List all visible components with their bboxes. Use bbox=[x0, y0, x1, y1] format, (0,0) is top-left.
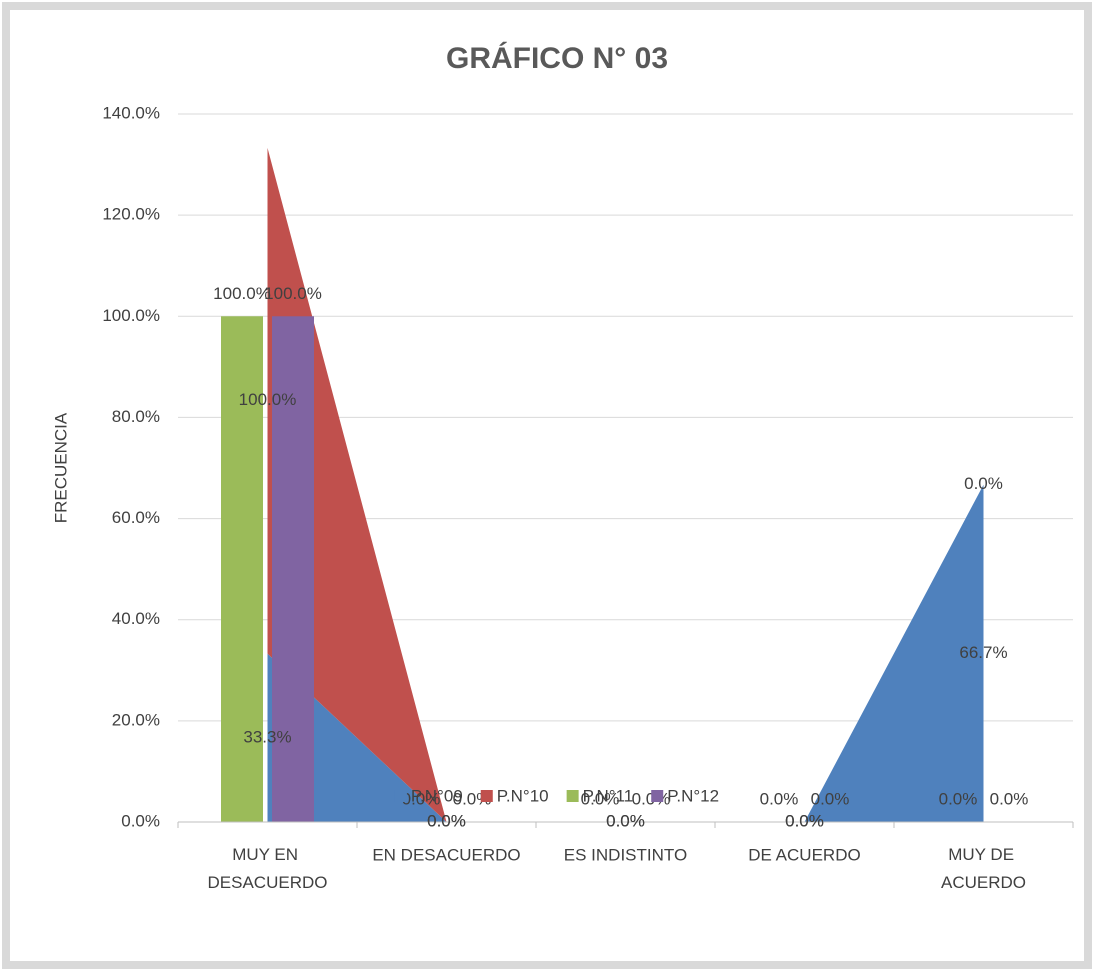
data-label: 0.0% bbox=[811, 789, 850, 808]
data-label: 100.0% bbox=[264, 284, 322, 303]
data-label: 0.0% bbox=[632, 789, 671, 808]
y-tick-label: 20.0% bbox=[112, 710, 160, 729]
data-label: 0.0% bbox=[427, 811, 466, 830]
legend-swatch bbox=[651, 790, 664, 802]
data-label: 0.0% bbox=[606, 811, 645, 830]
data-label: 0.0% bbox=[581, 789, 620, 808]
x-tick-label: DE ACUERDO bbox=[748, 845, 860, 864]
legend: P.N°09 P.N°10 P.N°11 P.N°12 bbox=[394, 786, 719, 805]
y-axis-title: FRECUENCIA bbox=[51, 412, 70, 523]
data-label: 66.7% bbox=[959, 643, 1007, 662]
data-label: 0.0% bbox=[606, 811, 645, 830]
legend-swatch bbox=[566, 790, 579, 802]
data-label: 0.0% bbox=[760, 789, 799, 808]
data-label: 0.0% bbox=[785, 811, 824, 830]
legend-swatch bbox=[394, 790, 407, 802]
bar bbox=[272, 316, 314, 822]
y-tick-label: 80.0% bbox=[112, 407, 160, 426]
data-label: 0.0% bbox=[785, 811, 824, 830]
x-tick-label: EN DESACUERDO bbox=[372, 845, 520, 864]
x-tick-label-line: DESACUERDO bbox=[208, 873, 328, 892]
y-tick-label: 40.0% bbox=[112, 609, 160, 628]
chart-title: GRÁFICO N° 03 bbox=[446, 41, 668, 75]
data-label: 0.0% bbox=[990, 789, 1029, 808]
legend-label: P.N°11 bbox=[583, 786, 634, 805]
data-label: 100.0% bbox=[213, 284, 271, 303]
x-tick-label: MUY EN DESACUERDO bbox=[208, 845, 328, 892]
data-label: 0.0% bbox=[964, 474, 1003, 493]
bar bbox=[221, 316, 263, 822]
y-tick-label: 100.0% bbox=[102, 306, 160, 325]
y-tick-label: 120.0% bbox=[102, 205, 160, 224]
legend-swatch bbox=[480, 790, 493, 802]
data-label: 0.0% bbox=[939, 789, 978, 808]
legend-label: P.N°12 bbox=[667, 786, 719, 805]
y-tick-label: 0.0% bbox=[121, 811, 160, 830]
legend-label: P.N°09 bbox=[411, 786, 463, 805]
x-tick-label: MUY DE ACUERDO bbox=[941, 845, 1026, 892]
x-tick-label-line: MUY DE bbox=[948, 845, 1019, 864]
area bbox=[267, 484, 984, 822]
data-label: 0.0% bbox=[427, 811, 466, 830]
x-tick-label-line: ACUERDO bbox=[941, 873, 1026, 892]
x-tick-label: ES INDISTINTO bbox=[564, 845, 687, 864]
y-tick-label: 140.0% bbox=[102, 103, 160, 122]
data-label: 0.0% bbox=[402, 789, 441, 808]
legend-label: P.N°10 bbox=[497, 786, 549, 805]
data-label: 33.3% bbox=[243, 727, 291, 746]
x-tick-label-line: MUY EN bbox=[232, 845, 303, 864]
data-label: 100.0% bbox=[239, 390, 297, 409]
y-tick-label: 60.0% bbox=[112, 508, 160, 527]
